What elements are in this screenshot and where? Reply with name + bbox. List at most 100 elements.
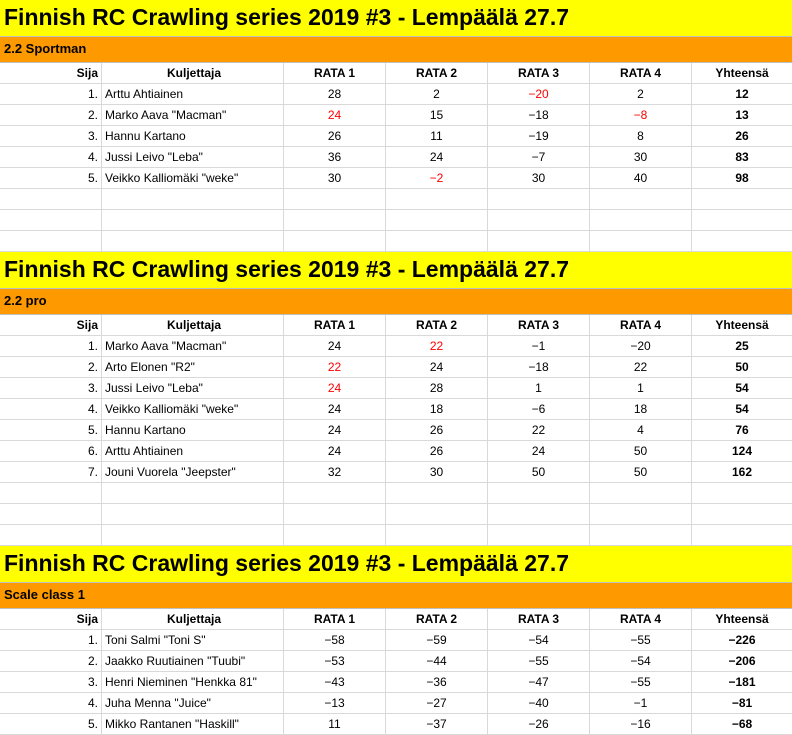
cell-r3[interactable]: 24 <box>488 441 590 461</box>
column-header-driver[interactable]: Kuljettaja <box>102 609 284 629</box>
cell-r1[interactable]: 24 <box>284 420 386 440</box>
cell-r2[interactable]: 11 <box>386 126 488 146</box>
cell-rank[interactable]: 6. <box>0 441 102 461</box>
cell-r1[interactable]: −58 <box>284 630 386 650</box>
empty-cell[interactable] <box>692 189 792 209</box>
cell-r1[interactable]: −43 <box>284 672 386 692</box>
empty-cell[interactable] <box>590 483 692 503</box>
cell-total[interactable]: 124 <box>731 444 753 458</box>
cell-r1[interactable]: 26 <box>284 126 386 146</box>
cell-r4[interactable]: 8 <box>590 126 692 146</box>
empty-cell[interactable] <box>0 231 102 251</box>
cell-r4[interactable]: −8 <box>590 105 692 125</box>
cell-r1[interactable]: 32 <box>284 462 386 482</box>
cell-r3[interactable]: 1 <box>488 378 590 398</box>
empty-cell[interactable] <box>590 504 692 524</box>
cell-driver[interactable]: Toni Salmi "Toni S" <box>102 630 284 650</box>
cell-r2[interactable]: −2 <box>386 168 488 188</box>
cell-r4[interactable]: −54 <box>590 651 692 671</box>
empty-cell[interactable] <box>692 210 792 230</box>
empty-cell[interactable] <box>102 231 284 251</box>
cell-r3[interactable]: 22 <box>488 420 590 440</box>
cell-total[interactable]: −206 <box>728 654 756 668</box>
cell-r1[interactable]: 36 <box>284 147 386 167</box>
empty-cell[interactable] <box>0 210 102 230</box>
empty-cell[interactable] <box>692 525 792 545</box>
cell-total[interactable]: 76 <box>735 423 749 437</box>
cell-rank[interactable]: 4. <box>0 147 102 167</box>
cell-r3[interactable]: −20 <box>488 84 590 104</box>
column-header-r2[interactable]: RATA 2 <box>386 63 488 83</box>
cell-r2[interactable]: 30 <box>386 462 488 482</box>
cell-r2[interactable]: 26 <box>386 420 488 440</box>
cell-r2[interactable]: 28 <box>386 378 488 398</box>
cell-r2[interactable]: −36 <box>386 672 488 692</box>
cell-driver[interactable]: Hannu Kartano <box>102 126 284 146</box>
cell-total[interactable]: 50 <box>735 360 749 374</box>
cell-rank[interactable]: 3. <box>0 126 102 146</box>
category-row[interactable]: 2.2 Sportman <box>0 37 792 63</box>
empty-cell[interactable] <box>488 231 590 251</box>
cell-r3[interactable]: −18 <box>488 105 590 125</box>
empty-cell[interactable] <box>488 210 590 230</box>
cell-r2[interactable]: −44 <box>386 651 488 671</box>
cell-r3[interactable]: 30 <box>488 168 590 188</box>
empty-cell[interactable] <box>102 504 284 524</box>
cell-total[interactable]: −226 <box>728 633 756 647</box>
cell-r4[interactable]: 2 <box>590 84 692 104</box>
column-header-total[interactable]: Yhteensä <box>715 612 769 626</box>
cell-r2[interactable]: 2 <box>386 84 488 104</box>
cell-r3[interactable]: −1 <box>488 336 590 356</box>
empty-cell[interactable] <box>692 483 792 503</box>
cell-r4[interactable]: −16 <box>590 714 692 734</box>
cell-r4[interactable]: −55 <box>590 672 692 692</box>
empty-cell[interactable] <box>590 189 692 209</box>
empty-cell[interactable] <box>386 189 488 209</box>
cell-r4[interactable]: 50 <box>590 462 692 482</box>
column-header-r4[interactable]: RATA 4 <box>590 609 692 629</box>
cell-r2[interactable]: 24 <box>386 357 488 377</box>
column-header-driver[interactable]: Kuljettaja <box>102 315 284 335</box>
cell-r2[interactable]: 24 <box>386 147 488 167</box>
empty-cell[interactable] <box>102 525 284 545</box>
cell-r1[interactable]: 30 <box>284 168 386 188</box>
cell-driver[interactable]: Veikko Kalliomäki "weke" <box>102 168 284 188</box>
cell-r3[interactable]: −18 <box>488 357 590 377</box>
cell-total[interactable]: −68 <box>731 717 753 731</box>
cell-driver[interactable]: Arttu Ahtiainen <box>102 84 284 104</box>
empty-cell[interactable] <box>284 210 386 230</box>
cell-rank[interactable]: 4. <box>0 399 102 419</box>
cell-r4[interactable]: −1 <box>590 693 692 713</box>
cell-r1[interactable]: 28 <box>284 84 386 104</box>
cell-r4[interactable]: 40 <box>590 168 692 188</box>
cell-total[interactable]: 98 <box>735 171 749 185</box>
empty-cell[interactable] <box>488 483 590 503</box>
cell-total[interactable]: 162 <box>731 465 753 479</box>
cell-r2[interactable]: 26 <box>386 441 488 461</box>
cell-r4[interactable]: 22 <box>590 357 692 377</box>
cell-driver[interactable]: Juha Menna "Juice" <box>102 693 284 713</box>
cell-r1[interactable]: 24 <box>284 441 386 461</box>
cell-total[interactable]: 83 <box>735 150 749 164</box>
cell-rank[interactable]: 7. <box>0 462 102 482</box>
cell-r4[interactable]: 4 <box>590 420 692 440</box>
empty-cell[interactable] <box>590 231 692 251</box>
cell-r2[interactable]: 15 <box>386 105 488 125</box>
empty-cell[interactable] <box>590 210 692 230</box>
column-header-r4[interactable]: RATA 4 <box>590 315 692 335</box>
empty-cell[interactable] <box>488 189 590 209</box>
cell-driver[interactable]: Henri Nieminen "Henkka 81" <box>102 672 284 692</box>
column-header-r2[interactable]: RATA 2 <box>386 609 488 629</box>
empty-cell[interactable] <box>488 504 590 524</box>
cell-r3[interactable]: −7 <box>488 147 590 167</box>
cell-total[interactable]: −81 <box>731 696 753 710</box>
cell-r1[interactable]: 11 <box>284 714 386 734</box>
cell-total[interactable]: 54 <box>735 402 749 416</box>
cell-r2[interactable]: 22 <box>386 336 488 356</box>
cell-r1[interactable]: 24 <box>284 399 386 419</box>
cell-r3[interactable]: −6 <box>488 399 590 419</box>
cell-total[interactable]: 25 <box>735 339 749 353</box>
cell-r1[interactable]: 24 <box>284 105 386 125</box>
cell-r4[interactable]: −55 <box>590 630 692 650</box>
cell-rank[interactable]: 2. <box>0 357 102 377</box>
